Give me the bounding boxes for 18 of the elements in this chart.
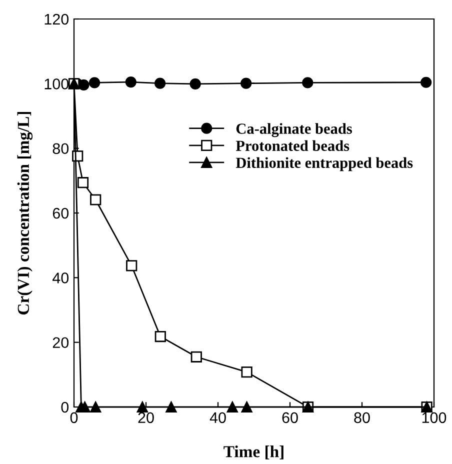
y-tick-label: 0 [61, 402, 69, 413]
x-tick-label: 60 [282, 412, 298, 424]
y-tick-label: 80 [52, 143, 69, 154]
legend-label: Protonated beads [236, 140, 350, 151]
x-tick-label: 0 [70, 412, 78, 424]
legend-label: Dithionite entrapped beads [236, 157, 413, 172]
legend-label: Ca-alginate beads [236, 123, 352, 138]
y-tick-label: 20 [52, 337, 69, 348]
y-tick-label: 120 [44, 14, 69, 25]
x-tick-label: 20 [138, 412, 154, 424]
x-tick-label: 40 [210, 412, 226, 424]
x-tick-label: 100 [422, 412, 446, 424]
y-tick-label: 60 [52, 208, 69, 219]
y-tick-label: 40 [52, 272, 69, 284]
y-tick-label: 100 [44, 78, 69, 90]
x-axis-title: Time [h] [224, 446, 284, 460]
y-axis-title: Cr(VI) concentration [mg/L] [17, 112, 33, 314]
x-tick-label: 80 [354, 412, 370, 424]
